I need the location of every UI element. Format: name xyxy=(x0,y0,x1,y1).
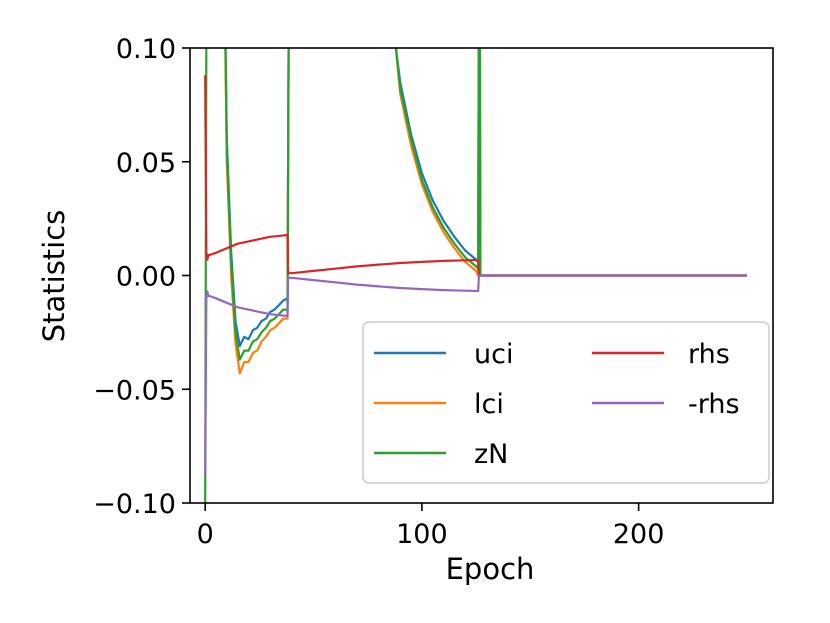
y-axis-label: Statistics xyxy=(37,210,71,343)
x-tick-label: 200 xyxy=(613,519,665,550)
legend-label: -rhs xyxy=(688,389,740,420)
legend-label: uci xyxy=(474,339,513,370)
y-tick-label: −0.05 xyxy=(93,375,176,406)
y-axis: −0.10 −0.05 0.00 0.05 0.10 xyxy=(93,34,190,520)
series-line-rhs-3 xyxy=(204,75,747,277)
series-layer xyxy=(204,48,747,503)
x-axis: 0 100 200 xyxy=(197,503,665,550)
y-tick-label: 0.00 xyxy=(116,262,176,293)
legend-label: zN xyxy=(474,439,508,470)
y-tick-label: −0.10 xyxy=(93,489,176,520)
legend: uci lci zN rhs -rhs xyxy=(362,321,770,484)
y-tick-label: 0.10 xyxy=(116,34,176,65)
y-tick-label: 0.05 xyxy=(116,148,176,179)
x-axis-label: Epoch xyxy=(446,552,535,586)
x-tick-label: 100 xyxy=(396,519,448,550)
x-tick-label: 0 xyxy=(197,519,214,550)
legend-frame xyxy=(362,321,770,484)
legend-label: rhs xyxy=(688,339,730,370)
series-line-zN-2 xyxy=(204,48,747,503)
legend-label: lci xyxy=(474,389,504,420)
series-line-rhs-4 xyxy=(204,274,747,476)
